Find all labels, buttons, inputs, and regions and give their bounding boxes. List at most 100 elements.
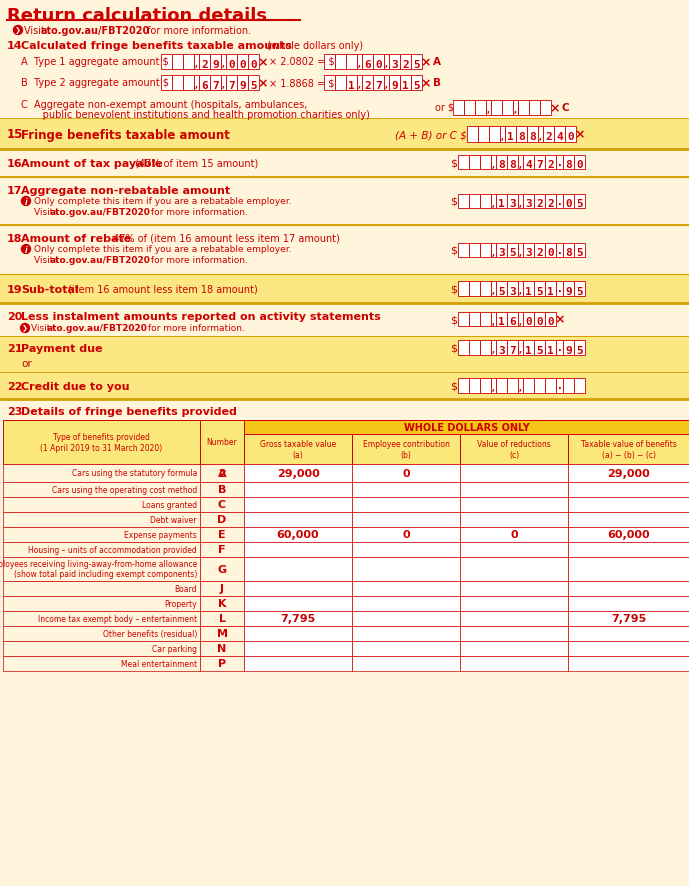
Text: ×: × xyxy=(575,128,585,142)
Bar xyxy=(507,282,518,297)
Text: Amount of rebate: Amount of rebate xyxy=(21,234,131,244)
Bar xyxy=(200,542,244,557)
Text: 19: 19 xyxy=(7,284,23,295)
Bar xyxy=(3,657,200,672)
Bar xyxy=(352,434,460,464)
Text: 9: 9 xyxy=(391,81,398,90)
Text: ,: , xyxy=(222,82,225,90)
Bar xyxy=(507,313,518,327)
Bar xyxy=(200,483,244,497)
Bar xyxy=(400,55,411,70)
Text: 1: 1 xyxy=(507,132,514,143)
Bar xyxy=(244,421,689,434)
Text: 0: 0 xyxy=(576,159,583,170)
Text: 8: 8 xyxy=(498,159,505,170)
Text: 2: 2 xyxy=(547,198,554,209)
Bar xyxy=(491,340,496,355)
Bar xyxy=(574,195,585,209)
Bar xyxy=(523,244,534,258)
Text: Other benefits (residual): Other benefits (residual) xyxy=(103,629,197,638)
Text: 9: 9 xyxy=(212,59,219,70)
Text: WHOLE DOLLARS ONLY: WHOLE DOLLARS ONLY xyxy=(404,423,529,432)
Text: B  Type 2 aggregate amount $: B Type 2 aggregate amount $ xyxy=(21,78,169,88)
Text: Number: Number xyxy=(207,438,238,447)
Bar xyxy=(183,76,194,91)
Bar xyxy=(460,596,568,611)
Text: ×: × xyxy=(555,313,565,326)
Text: 0: 0 xyxy=(565,198,572,209)
Text: 21: 21 xyxy=(7,344,23,354)
Text: 5: 5 xyxy=(509,248,516,258)
Bar xyxy=(210,76,221,91)
Bar xyxy=(480,340,491,355)
Bar xyxy=(469,156,480,170)
Text: ,: , xyxy=(519,248,522,257)
Bar xyxy=(389,55,400,70)
Text: ,: , xyxy=(222,60,225,69)
Bar xyxy=(3,596,200,611)
Bar xyxy=(172,76,183,91)
Bar xyxy=(411,55,422,70)
Text: 3: 3 xyxy=(498,346,505,355)
Bar xyxy=(491,101,502,116)
Bar xyxy=(460,542,568,557)
Text: ,: , xyxy=(519,287,522,296)
Bar xyxy=(568,434,689,464)
Bar xyxy=(489,127,500,143)
Bar xyxy=(0,276,689,304)
Bar xyxy=(545,195,556,209)
Bar xyxy=(518,340,523,355)
Text: ato.gov.au/FBT2020: ato.gov.au/FBT2020 xyxy=(47,324,148,333)
Text: C  Aggregate non-exempt amount (hospitals, ambulances,: C Aggregate non-exempt amount (hospitals… xyxy=(21,100,307,110)
Text: Sub-total: Sub-total xyxy=(21,284,79,295)
Bar xyxy=(0,338,689,374)
Text: 60,000: 60,000 xyxy=(607,530,650,540)
Text: Employees receiving living-away-from-home allowance: Employees receiving living-away-from-hom… xyxy=(0,560,197,569)
Text: ,: , xyxy=(195,60,198,69)
Bar xyxy=(460,512,568,527)
Bar xyxy=(352,657,460,672)
Bar xyxy=(556,340,563,355)
Bar xyxy=(200,641,244,657)
Bar xyxy=(3,542,200,557)
Text: E: E xyxy=(218,530,226,540)
Bar xyxy=(568,626,689,641)
Text: 2: 2 xyxy=(536,198,543,209)
Text: 7: 7 xyxy=(536,159,543,170)
Bar xyxy=(3,581,200,596)
Bar xyxy=(556,244,563,258)
Bar xyxy=(507,156,518,170)
Text: 0: 0 xyxy=(547,248,554,258)
Text: ·: · xyxy=(557,160,562,171)
Text: ,: , xyxy=(385,82,388,90)
Text: 7: 7 xyxy=(375,81,382,90)
Text: ×: × xyxy=(258,77,268,89)
Bar xyxy=(200,497,244,512)
Bar xyxy=(523,340,534,355)
Bar xyxy=(543,127,554,143)
Bar xyxy=(469,282,480,297)
Bar xyxy=(362,55,373,70)
Bar xyxy=(534,340,545,355)
Text: 4: 4 xyxy=(556,132,563,143)
Bar xyxy=(199,76,210,91)
Text: 0: 0 xyxy=(228,59,235,70)
Text: 2: 2 xyxy=(547,159,554,170)
Bar xyxy=(469,378,480,393)
Text: (47% of item 15 amount): (47% of item 15 amount) xyxy=(132,159,258,169)
Text: 3: 3 xyxy=(509,286,516,297)
Bar xyxy=(384,55,389,70)
Bar xyxy=(200,512,244,527)
Bar xyxy=(491,156,496,170)
Bar xyxy=(480,244,491,258)
Bar xyxy=(563,378,574,393)
Bar xyxy=(502,101,513,116)
Text: 5: 5 xyxy=(250,81,257,90)
Bar xyxy=(545,340,556,355)
Text: 5: 5 xyxy=(576,346,583,355)
Text: 5: 5 xyxy=(413,59,420,70)
Text: 5: 5 xyxy=(413,81,420,90)
Bar xyxy=(3,464,200,483)
Bar xyxy=(244,626,352,641)
Text: 2: 2 xyxy=(218,469,226,478)
